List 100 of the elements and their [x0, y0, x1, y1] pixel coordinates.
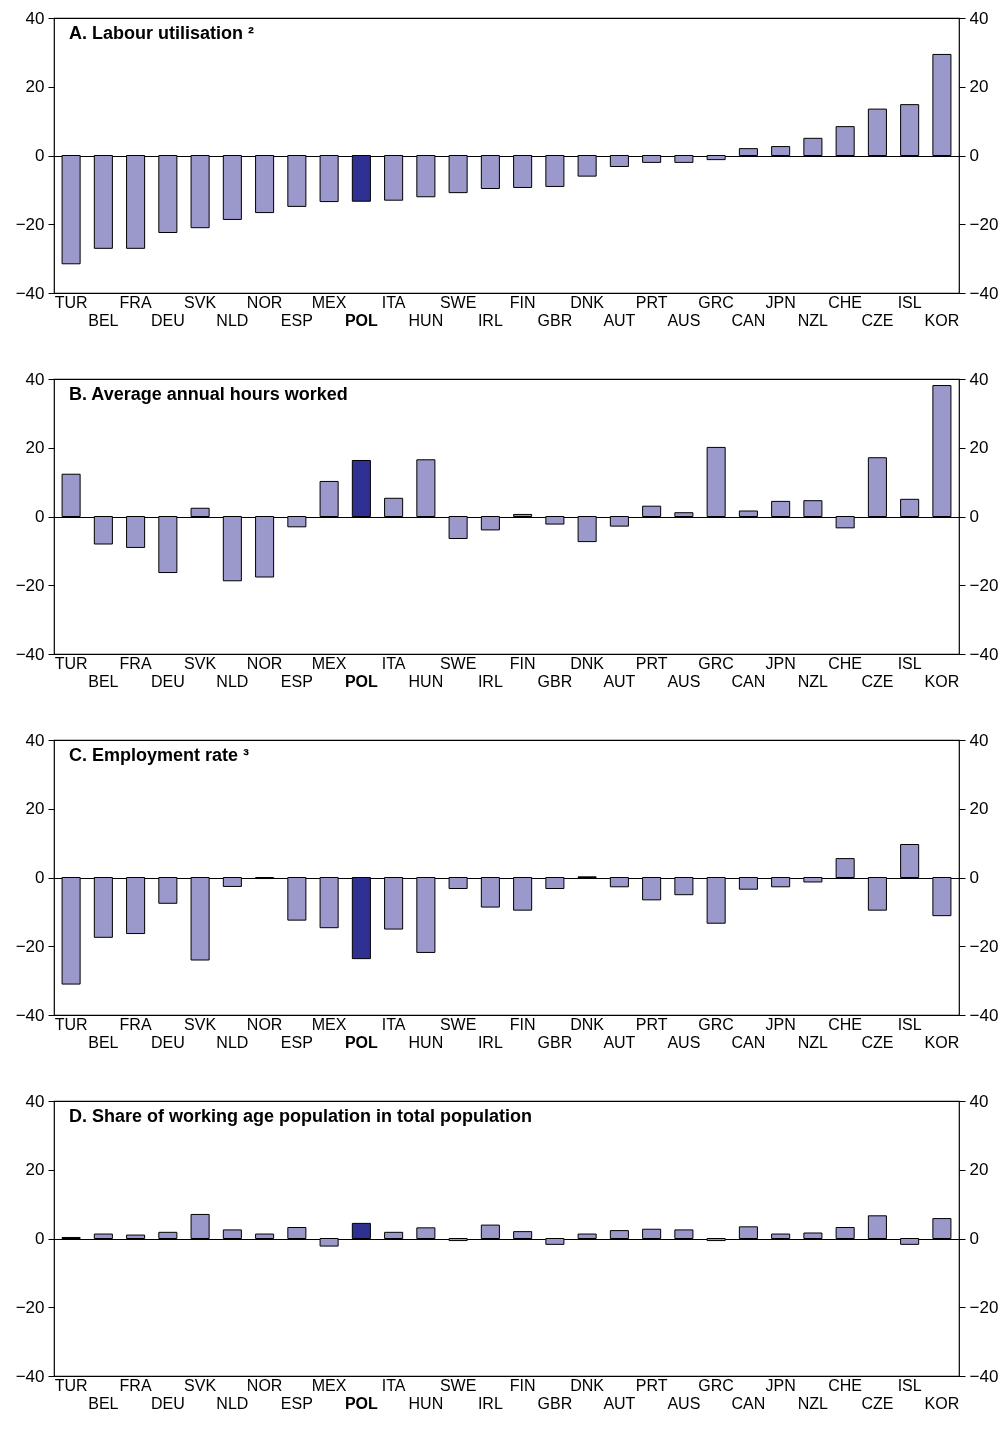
- x-tick-label: SWE: [439, 1015, 477, 1033]
- y-tick-label: 0: [35, 507, 45, 526]
- x-tick-label: FIN: [509, 1015, 536, 1033]
- x-tick-label: CAN: [731, 1394, 766, 1412]
- x-tick-label: GBR: [537, 1033, 573, 1051]
- x-tick-label: CZE: [861, 1033, 894, 1051]
- x-tick-label: FIN: [509, 293, 536, 311]
- x-tick-label: SVK: [184, 293, 217, 311]
- x-tick-label: HUN: [408, 1033, 444, 1051]
- x-tick-label: ESP: [280, 311, 313, 329]
- y-tick-label: −20: [15, 214, 45, 234]
- y-tick-label: 20: [25, 77, 45, 97]
- x-tick-label: SWE: [439, 293, 477, 311]
- x-tick-label: NOR: [246, 1376, 283, 1394]
- x-tick-label: AUS: [667, 1033, 701, 1051]
- y-tick-label: 40: [25, 369, 45, 389]
- x-tick-label: MEX: [311, 1015, 347, 1033]
- x-tick-label: CZE: [861, 672, 894, 690]
- x-tick-label: NLD: [216, 1394, 249, 1412]
- x-tick-label: CHE: [828, 654, 863, 672]
- x-tick-label: JPN: [765, 654, 796, 672]
- x-tick-label: CHE: [828, 1015, 863, 1033]
- x-tick-label: CZE: [861, 1394, 894, 1412]
- x-tick-label: NZL: [797, 672, 829, 690]
- y2-tick-label: 20: [969, 77, 989, 97]
- y-tick-label: 0: [35, 146, 45, 165]
- y2-tick-label: 20: [969, 1160, 989, 1180]
- x-tick-label: CAN: [731, 672, 766, 690]
- x-tick-label: DNK: [570, 1015, 605, 1033]
- x-tick-label: KOR: [924, 311, 960, 329]
- x-tick-label: ISL: [897, 1015, 922, 1033]
- y2-tick-label: −20: [969, 1297, 999, 1317]
- x-tick-label: NLD: [216, 672, 249, 690]
- x-tick-label: IRL: [477, 1394, 503, 1412]
- x-tick-label: POL: [344, 311, 379, 329]
- x-tick-label: CHE: [828, 293, 863, 311]
- x-tick-label: ESP: [280, 672, 313, 690]
- y-tick-label: −20: [15, 936, 45, 956]
- x-tick-label: POL: [344, 672, 379, 690]
- x-tick-label: ESP: [280, 1394, 313, 1412]
- x-tick-label: SVK: [184, 654, 217, 672]
- x-tick-label: BEL: [88, 1033, 119, 1051]
- x-tick-label: HUN: [408, 1394, 444, 1412]
- x-tick-label: ITA: [381, 1015, 406, 1033]
- y2-tick-label: 0: [969, 146, 979, 165]
- y-tick-label: −40: [15, 1005, 45, 1025]
- x-tick-label: ISL: [897, 1376, 922, 1394]
- x-tick-label: CAN: [731, 311, 766, 329]
- x-tick-label: TUR: [54, 1015, 88, 1033]
- y-tick-label: −40: [15, 283, 45, 303]
- x-tick-label: PRT: [635, 1015, 668, 1033]
- x-tick-label: KOR: [924, 672, 960, 690]
- y2-tick-label: 0: [969, 868, 979, 887]
- y-tick-label: 40: [25, 1091, 45, 1111]
- y2-tick-label: −20: [969, 936, 999, 956]
- chart-title: B. Average annual hours worked: [69, 384, 348, 404]
- y2-tick-label: 20: [969, 438, 989, 458]
- x-tick-label: GBR: [537, 1394, 573, 1412]
- y2-tick-label: −40: [969, 283, 999, 303]
- x-tick-label: IRL: [477, 672, 503, 690]
- chart-title: D. Share of working age population in total population: [69, 1106, 532, 1126]
- y2-tick-label: 40: [969, 8, 989, 28]
- x-tick-label: MEX: [311, 654, 347, 672]
- x-tick-label: KOR: [924, 1394, 960, 1412]
- x-tick-label: HUN: [408, 672, 444, 690]
- y2-tick-label: 0: [969, 507, 979, 526]
- y2-tick-label: 40: [969, 730, 989, 750]
- x-tick-label: BEL: [88, 672, 119, 690]
- x-tick-label: NOR: [246, 1015, 283, 1033]
- x-tick-label: GRC: [698, 1376, 734, 1394]
- x-tick-label: FRA: [119, 1015, 152, 1033]
- x-tick-label: JPN: [765, 1376, 796, 1394]
- x-tick-label: TUR: [54, 1376, 88, 1394]
- x-tick-label: ITA: [381, 1376, 406, 1394]
- x-tick-label: GBR: [537, 672, 573, 690]
- x-tick-label: AUT: [603, 1394, 636, 1412]
- y-tick-label: 20: [25, 1160, 45, 1180]
- x-tick-label: BEL: [88, 311, 119, 329]
- x-tick-label: DEU: [150, 1033, 185, 1051]
- y-tick-label: 20: [25, 799, 45, 819]
- x-tick-label: AUS: [667, 672, 701, 690]
- x-tick-label: NLD: [216, 311, 249, 329]
- x-tick-label: PRT: [635, 1376, 668, 1394]
- x-tick-label: KOR: [924, 1033, 960, 1051]
- x-tick-label: JPN: [765, 1015, 796, 1033]
- y-tick-label: −40: [15, 644, 45, 664]
- chart-title: C. Employment rate ³: [69, 745, 250, 765]
- x-tick-label: CZE: [861, 311, 894, 329]
- x-tick-label: IRL: [477, 1033, 503, 1051]
- y-tick-label: 0: [35, 1229, 45, 1248]
- x-tick-label: CHE: [828, 1376, 863, 1394]
- x-tick-label: SVK: [184, 1015, 217, 1033]
- x-tick-label: TUR: [54, 654, 88, 672]
- x-tick-label: DEU: [150, 672, 185, 690]
- x-tick-label: NZL: [797, 311, 829, 329]
- y-tick-label: 40: [25, 8, 45, 28]
- x-tick-label: SWE: [439, 654, 477, 672]
- chart-title: A. Labour utilisation ²: [69, 23, 254, 43]
- x-tick-label: FIN: [509, 1376, 536, 1394]
- x-tick-label: GRC: [698, 1015, 734, 1033]
